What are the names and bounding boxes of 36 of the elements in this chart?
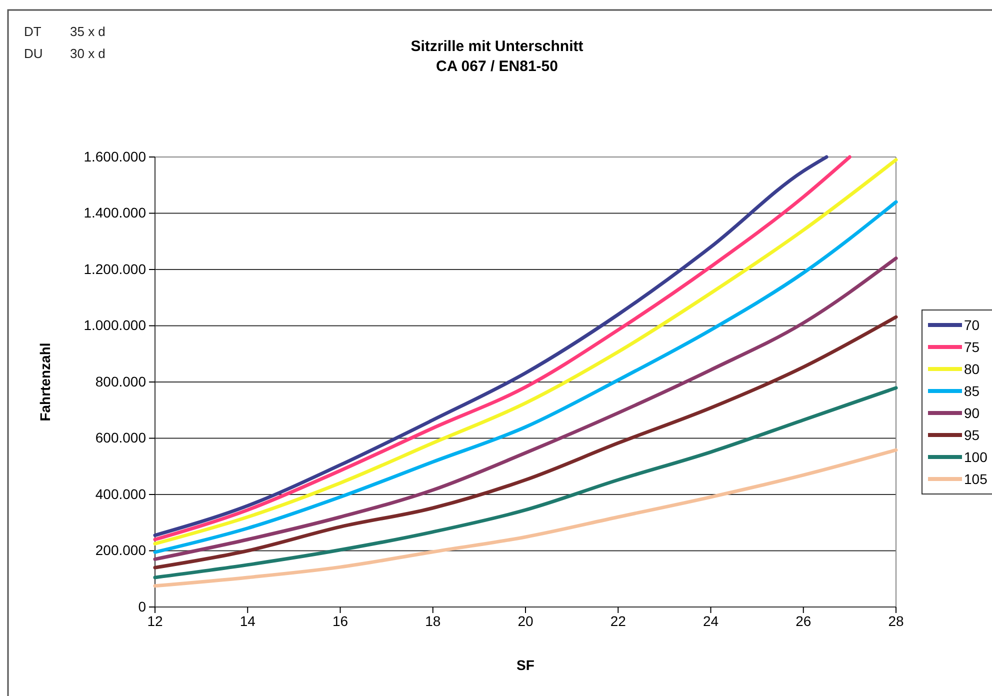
x-tick-label: 14 bbox=[240, 612, 256, 629]
y-tick-label: 200.000 bbox=[95, 542, 146, 558]
legend-label: 85 bbox=[964, 383, 980, 399]
x-axis-title: SF bbox=[516, 657, 535, 673]
line-series bbox=[153, 256, 898, 561]
chart-title: Sitzrille mit Unterschnitt bbox=[410, 38, 584, 55]
legend-label: 90 bbox=[964, 405, 980, 421]
y-tick-label: 1.000.000 bbox=[84, 317, 146, 334]
x-tick-label: 12 bbox=[147, 612, 163, 629]
legend-label: 75 bbox=[964, 339, 980, 355]
y-tick-label: 1.600.000 bbox=[84, 148, 146, 164]
x-tick-label: 16 bbox=[332, 612, 348, 629]
x-tick-label: 24 bbox=[702, 612, 719, 629]
x-tick-label: 28 bbox=[888, 612, 904, 629]
x-tick-label: 26 bbox=[796, 612, 812, 629]
y-tick-label: 1.400.000 bbox=[84, 204, 146, 221]
legend-label: 80 bbox=[964, 361, 980, 377]
legend-label: 100 bbox=[964, 449, 988, 465]
y-tick-label: 400.000 bbox=[95, 486, 146, 502]
legend-label: 70 bbox=[964, 317, 980, 333]
legend-label: 105 bbox=[964, 471, 988, 487]
legend-label: 95 bbox=[964, 427, 980, 443]
y-tick-label: 0 bbox=[138, 598, 146, 614]
y-tick-label: 600.000 bbox=[95, 430, 146, 446]
text: DT 35 x d bbox=[24, 24, 106, 39]
chart-subtitle: CA 067 / EN81-50 bbox=[436, 58, 558, 75]
x-tick-label: 20 bbox=[518, 612, 534, 629]
x-tick-label: 18 bbox=[425, 612, 441, 629]
line-series bbox=[153, 386, 898, 580]
text: DU 30 x d bbox=[24, 46, 106, 61]
y-tick-label: 800.000 bbox=[95, 373, 146, 390]
x-tick-label: 22 bbox=[610, 612, 626, 629]
line-series bbox=[153, 448, 898, 588]
y-axis-title: Fahrtenzahl bbox=[37, 342, 53, 422]
y-tick-label: 1.200.000 bbox=[84, 260, 146, 277]
line-series bbox=[153, 315, 898, 570]
